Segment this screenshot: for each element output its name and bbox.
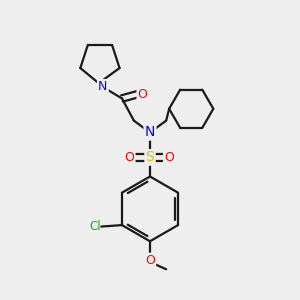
Text: N: N xyxy=(98,80,108,93)
Text: Cl: Cl xyxy=(90,220,101,233)
Text: O: O xyxy=(145,254,155,267)
Text: N: N xyxy=(145,125,155,139)
Text: S: S xyxy=(146,150,154,164)
Text: O: O xyxy=(124,151,134,164)
Text: O: O xyxy=(164,151,174,164)
Text: O: O xyxy=(138,88,148,100)
